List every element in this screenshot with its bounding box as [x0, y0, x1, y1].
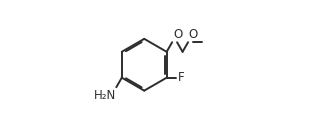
Text: H₂N: H₂N: [94, 89, 116, 101]
Text: F: F: [177, 71, 184, 84]
Text: O: O: [173, 29, 183, 41]
Text: O: O: [189, 29, 198, 41]
